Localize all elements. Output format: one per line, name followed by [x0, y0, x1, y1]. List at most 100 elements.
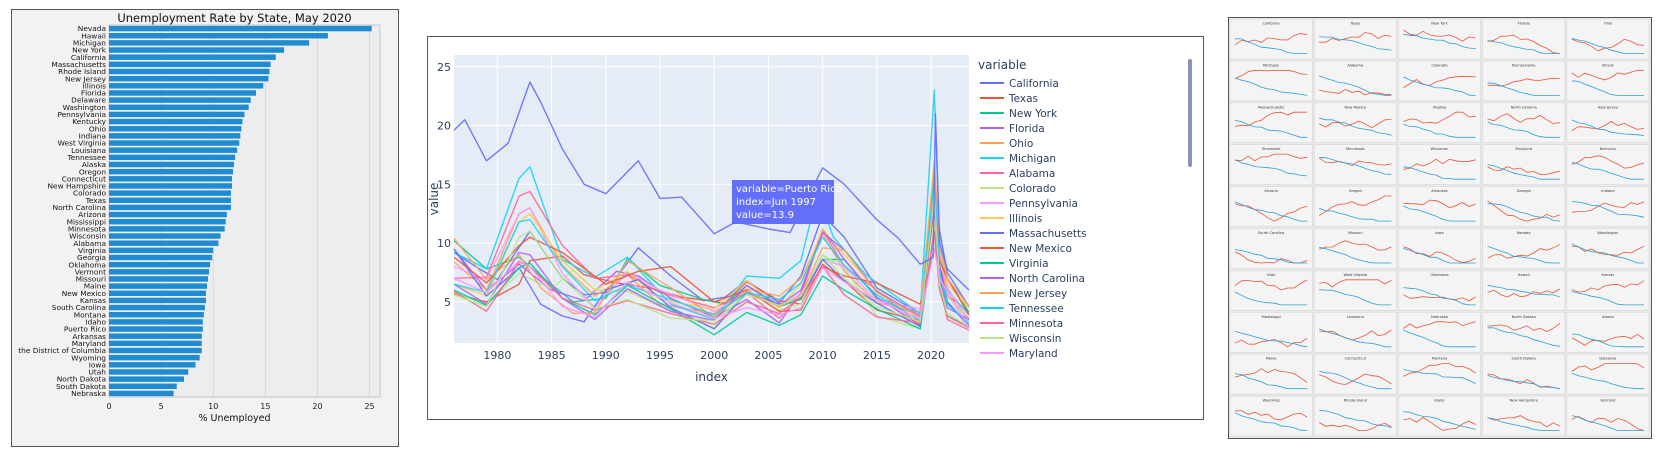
subplot-title: Indiana	[1601, 189, 1614, 193]
y-tick-label: Delaware	[71, 96, 106, 105]
legend-label: Minnesota	[1009, 318, 1063, 330]
bar	[109, 40, 310, 46]
subplot-line	[1319, 88, 1392, 96]
y-tick-label: Missouri	[76, 275, 106, 284]
subplot: Wyoming	[1229, 395, 1313, 437]
y-tick-label: Tennessee	[66, 153, 106, 162]
subplot-frame	[1566, 353, 1650, 395]
y-tick-label: 20	[437, 120, 451, 133]
subplot-frame	[1229, 228, 1313, 269]
y-axis-label: value	[428, 183, 441, 216]
y-tick-label: the District of Columbia	[18, 346, 106, 355]
bar	[109, 140, 240, 146]
subplot: New Hampshire	[1482, 395, 1566, 437]
subplot-title: Maine	[1266, 357, 1278, 361]
hover-tooltip: variable=Puerto Rico index=Jun 1997 valu…	[732, 180, 842, 224]
subplot-line	[1487, 166, 1560, 175]
y-tick-label: Minnesota	[68, 224, 106, 233]
subplot-line	[1487, 113, 1560, 124]
bar	[109, 161, 235, 168]
subplot: Colorado	[1398, 60, 1481, 102]
subplot-line	[1234, 153, 1308, 162]
subplot-line	[1571, 333, 1644, 348]
subplot-line	[1403, 111, 1476, 124]
legend-scrollbar	[1188, 59, 1192, 167]
subplot: Ohio	[1566, 18, 1650, 60]
x-tick-label: 1990	[592, 349, 620, 362]
x-tick-label: 2020	[917, 349, 945, 362]
series-line	[453, 81, 970, 291]
legend-label: Virginia	[1009, 258, 1049, 270]
subplot-frame	[1566, 270, 1650, 311]
subplot: Montana	[1398, 353, 1481, 395]
subplot-line	[1571, 291, 1644, 306]
subplot-line	[1319, 119, 1392, 129]
bar	[109, 233, 221, 239]
subplot-line	[1487, 121, 1560, 138]
subplot: Tennessee	[1229, 144, 1313, 185]
subplot-title: Georgia	[1517, 189, 1531, 193]
subplot-title: South Dakota	[1512, 357, 1536, 361]
subplot-line	[1234, 410, 1308, 421]
tooltip-index: index=Jun 1997	[736, 197, 816, 208]
x-tick-label: 5	[159, 402, 164, 411]
subplot-title: Hawaii	[1518, 273, 1530, 277]
x-tick-label: 25	[364, 402, 374, 411]
y-tick-label: Oklahoma	[68, 260, 106, 269]
series-line	[453, 195, 970, 328]
y-tick-label: West Virginia	[58, 139, 106, 148]
bar	[109, 190, 231, 196]
subplot-frame	[1566, 186, 1650, 227]
subplot-title: Wyoming	[1263, 399, 1280, 403]
subplot-frame	[1398, 102, 1481, 143]
bar	[109, 369, 189, 375]
subplot-line	[1487, 77, 1560, 87]
subplot-line	[1319, 246, 1392, 264]
bar	[109, 219, 226, 225]
subplot-frame	[1398, 353, 1481, 395]
subplot-line	[1487, 245, 1560, 264]
subplot-frame	[1229, 144, 1313, 185]
subplot-line	[1487, 415, 1560, 428]
bar	[109, 340, 202, 347]
y-tick-label: 5	[444, 296, 451, 309]
subplot-line	[1319, 75, 1392, 96]
y-tick-label: Wyoming	[71, 353, 106, 362]
subplot-line	[1403, 75, 1476, 88]
bar	[109, 347, 202, 354]
bar	[109, 290, 206, 296]
subplot-frame	[1566, 18, 1650, 60]
subplot-title: Texas	[1349, 22, 1360, 26]
bar	[109, 304, 205, 311]
y-tick-label: Arkansas	[72, 332, 106, 341]
bar-chart-panel: Unemployment Rate by State, May 2020 0 5 10…	[11, 9, 399, 447]
subplot-line	[1571, 363, 1645, 372]
subplot-line	[1234, 38, 1308, 54]
subplot-title: Montana	[1432, 357, 1448, 361]
subplot: Vermont	[1566, 395, 1650, 437]
subplot-line	[1571, 162, 1644, 180]
legend-label: Illinois	[1009, 213, 1042, 225]
y-tick-label: Arizona	[78, 210, 106, 219]
series-line	[453, 89, 970, 321]
y-tick-label: Nevada	[78, 24, 106, 33]
subplot: Nevada	[1482, 228, 1566, 269]
subplot-line	[1234, 69, 1308, 79]
y-tick-label: North Carolina	[53, 203, 106, 212]
y-tick-label: Rhode Island	[58, 67, 106, 76]
subplot-line	[1319, 410, 1392, 429]
subplot-line	[1403, 287, 1476, 306]
x-tick-label: 2000	[700, 349, 728, 362]
legend-label: New Jersey	[1009, 288, 1067, 300]
subplot-title: Michigan	[1263, 63, 1279, 67]
y-tick-label: Idaho	[85, 317, 106, 326]
y-tick-label: New Mexico	[62, 289, 107, 298]
y-tick-label: Indiana	[79, 131, 106, 140]
subplot-title: Colorado	[1431, 63, 1447, 67]
bar	[109, 319, 203, 325]
bar	[109, 54, 276, 60]
subplot-line	[1403, 34, 1476, 49]
x-tick-label: 2010	[809, 349, 837, 362]
subplot: Minnesota	[1313, 144, 1397, 185]
tooltip-variable: variable=Puerto Rico	[736, 184, 842, 195]
